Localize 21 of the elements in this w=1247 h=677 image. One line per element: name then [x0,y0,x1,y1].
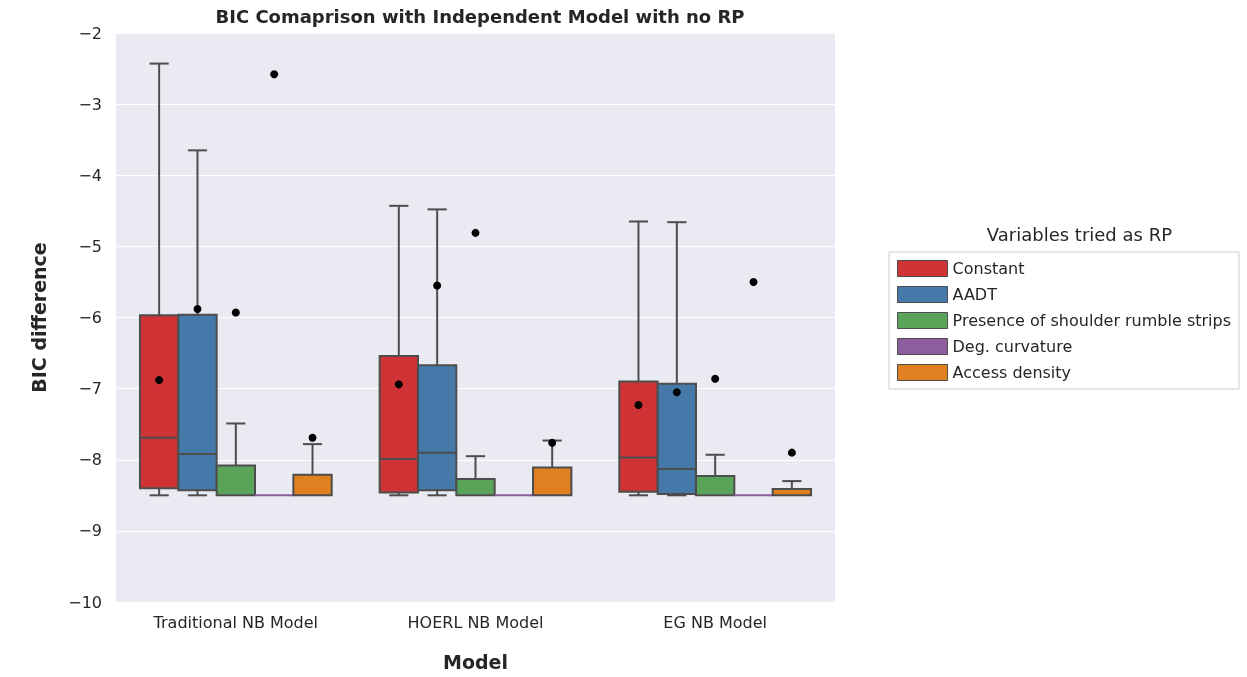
y-tick-label: −5 [78,236,102,256]
y-tick-label: −10 [68,592,102,612]
x-tick-label: EG NB Model [663,612,767,632]
legend-label: Deg. curvature [952,337,1073,356]
y-axis-title: BIC difference [27,242,50,393]
chart-title: BIC Comaprison with Independent Model with no RP [215,5,745,27]
legend-label: Access density [952,363,1072,382]
x-tick-label: HOERL NB Model [407,612,544,632]
y-tick-label: −9 [78,521,102,541]
y-tick-label: −2 [78,23,102,43]
legend-label: AADT [952,285,998,304]
legend-title: Variables tried as RP [986,223,1173,245]
y-tick-label: −6 [78,308,102,327]
x-tick-label: Traditional NB Model [152,612,319,632]
y-tick-label: −7 [78,379,102,399]
y-tick-label: −3 [78,94,102,114]
x-axis-title: Model [443,650,508,673]
legend-label: Presence of shoulder rumble strips [952,311,1231,330]
legend-label: Constant [952,259,1025,278]
y-tick-label: −8 [78,450,102,470]
y-tick-label: −4 [78,165,102,185]
